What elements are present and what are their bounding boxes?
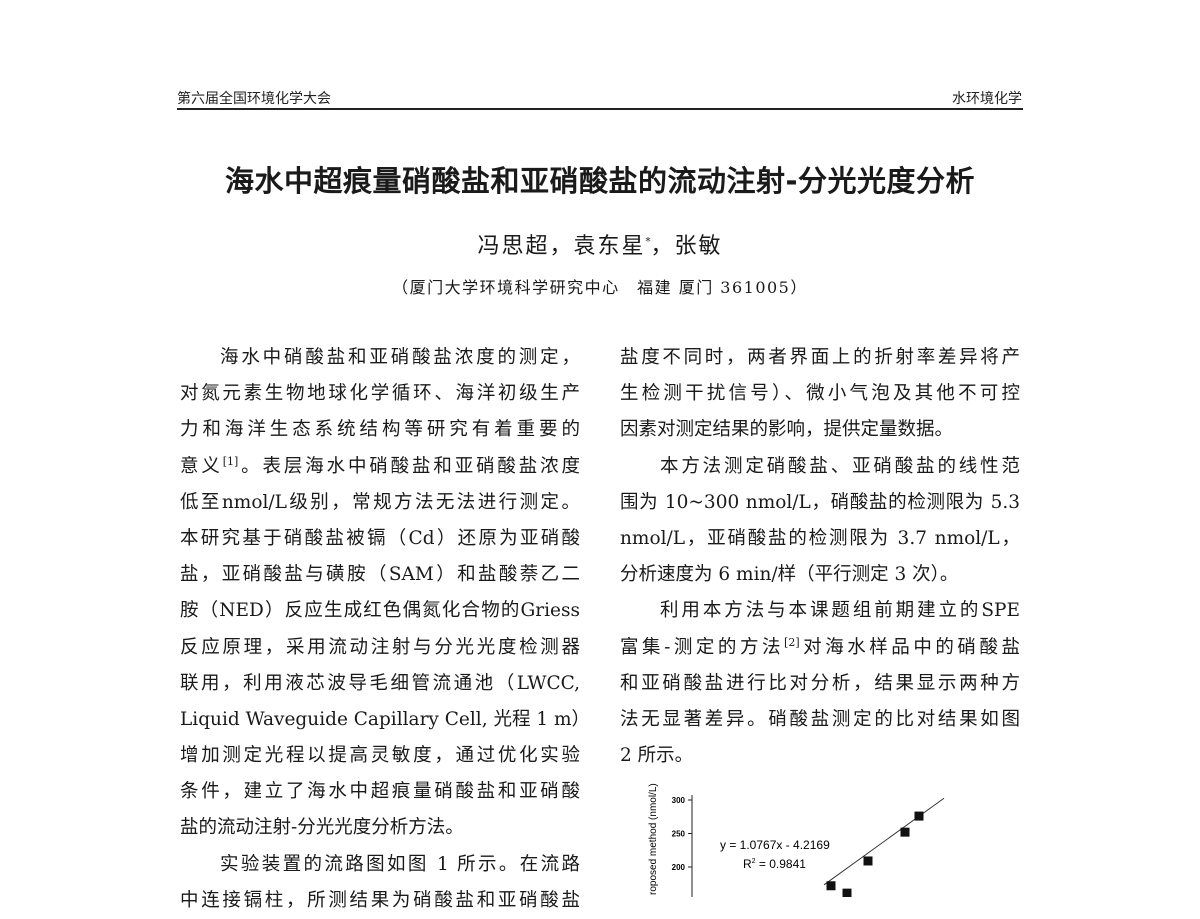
header-rule: [177, 108, 1023, 110]
text-line: 盐度不同时，两者界面上的折射率差异将产: [620, 347, 1020, 368]
text-line: 和亚硝酸盐进行比对分析，结果显示两种方: [620, 672, 1020, 694]
y-tick-label: 250: [672, 830, 686, 839]
data-point: [826, 881, 836, 891]
fit-equation: y = 1.0767x - 4.2169: [720, 838, 830, 852]
text-line: 对氮元素生物地球化学循环、海洋初级生产: [180, 383, 580, 405]
text-line: 盐，亚硝酸盐与磺胺（SAM）和盐酸萘乙二: [180, 564, 580, 586]
text-fragment: 。表层海水中硝酸盐和亚硝酸盐浓度: [238, 455, 580, 477]
text-line: 反应原理，采用流动注射与分光光度检测器: [180, 636, 580, 658]
affiliation: （厦门大学环境科学研究中心 福建 厦门 361005）: [392, 278, 808, 297]
text-line: Liquid Waveguide Capillary Cell, 光程 1 m）: [180, 708, 580, 730]
text-line: 利用本方法与本课题组前期建立的SPE: [660, 600, 1020, 622]
data-point: [842, 888, 852, 897]
text-line: 分析速度为 6 min/样（平行测定 3 次）。: [620, 564, 959, 586]
author-1: 冯思超，: [477, 234, 574, 259]
author-3: ，张敏: [650, 234, 723, 259]
text-line: 胺（NED）反应生成红色偶氮化合物的Griess: [180, 600, 580, 622]
data-point: [863, 856, 873, 866]
author-2: 袁东星: [573, 234, 646, 259]
running-header-conference: 第六届全国环境化学大会: [177, 91, 331, 107]
text-line: 条件，建立了海水中超痕量硝酸盐和亚硝酸: [180, 781, 580, 803]
text-line: 本方法测定硝酸盐、亚硝酸盐的线性范: [660, 455, 1020, 477]
running-header-section: 水环境化学: [952, 91, 1022, 107]
comparison-scatter-chart: roposed method (nmol/L) 300 250 200 y = 1.…: [648, 783, 945, 897]
paper-title: 海水中超痕量硝酸盐和亚硝酸盐的流动注射-分光光度分析: [224, 164, 976, 198]
text-line: 低至nmol/L级别，常规方法无法进行测定。: [180, 491, 580, 513]
text-line: 意义[1]。表层海水中硝酸盐和亚硝酸盐浓度: [180, 449, 580, 485]
r-squared: R2 = 0.9841: [743, 857, 806, 871]
fit-line: [823, 797, 945, 886]
citation-2[interactable]: [2]: [784, 635, 800, 649]
data-point: [914, 811, 924, 821]
y-tick-label: 300: [672, 796, 686, 805]
data-point: [900, 827, 910, 837]
text-line: 富集-测定的方法[2]对海水样品中的硝酸盐: [620, 630, 1020, 666]
text-line: 海水中硝酸盐和亚硝酸盐浓度的测定，: [220, 347, 580, 368]
corresponding-mark: *: [645, 236, 651, 248]
text-fragment: 对海水样品中的硝酸盐: [799, 636, 1020, 658]
text-line: nmol/L，亚硝酸盐的检测限为 3.7 nmol/L，: [620, 527, 1020, 549]
text-line: 2 所示。: [620, 745, 694, 767]
y-axis-label: roposed method (nmol/L): [648, 783, 659, 895]
left-column: 海水中硝酸盐和亚硝酸盐浓度的测定， 对氮元素生物地球化学循环、海洋初级生产 力和…: [180, 340, 580, 919]
authors: 冯思超，袁东星*，张敏: [0, 228, 1200, 260]
citation-1[interactable]: [1]: [222, 454, 239, 468]
text-fragment: 富集-测定的方法: [620, 636, 785, 658]
text-line: 本研究基于硝酸盐被镉（Cd）还原为亚硝酸: [180, 527, 580, 549]
y-tick-label: 200: [672, 863, 686, 872]
text-line: 中连接镉柱，所测结果为硝酸盐和亚硝酸盐: [180, 889, 580, 911]
right-column: 盐度不同时，两者界面上的折射率差异将产 生检测干扰信号）、微小气泡及其他不可控 …: [620, 340, 1020, 774]
text-line: 增加测定光程以提高灵敏度，通过优化实验: [180, 745, 580, 767]
text-line: 因素对测定结果的影响，提供定量数据。: [620, 419, 954, 441]
text-line: 法无显著差异。硝酸盐测定的比对结果如图: [620, 708, 1020, 730]
text-line: 实验装置的流路图如图 1 所示。在流路: [220, 853, 580, 875]
text-line: 生检测干扰信号）、微小气泡及其他不可控: [620, 383, 1020, 405]
text-fragment: 意义: [180, 455, 223, 477]
text-line: 联用，利用液芯波导毛细管流通池（LWCC,: [180, 672, 580, 694]
text-line: 力和海洋生态系统结构等研究有着重要的: [180, 419, 580, 441]
text-line: 盐的流动注射-分光光度分析方法。: [180, 817, 464, 839]
text-line: 围为 10~300 nmol/L，硝酸盐的检测限为 5.3: [620, 491, 1020, 513]
